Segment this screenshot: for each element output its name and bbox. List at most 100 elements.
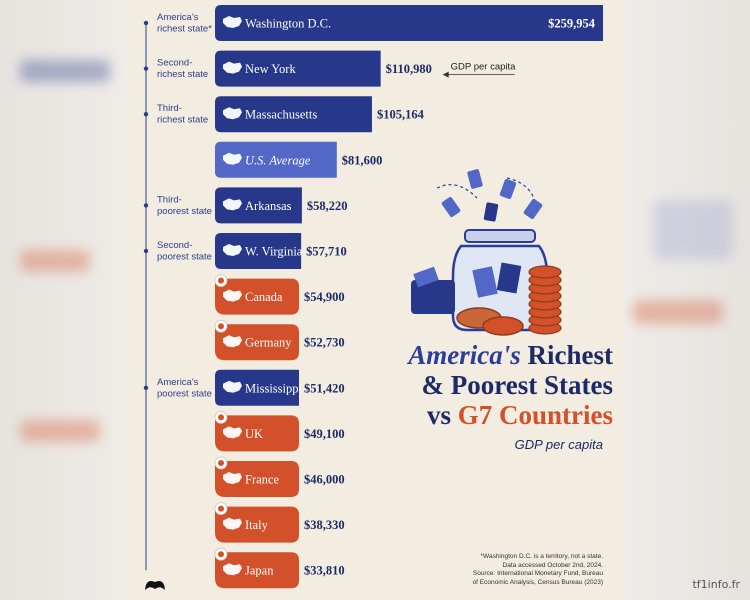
- bar-category-label: France: [245, 473, 279, 487]
- annotation-label: poorest state: [157, 206, 212, 217]
- watermark: tf1info.fr: [692, 578, 740, 591]
- ghost-bar: [20, 60, 110, 82]
- bar-row: Italy $38,330: [214, 502, 345, 543]
- map-silhouette-icon: [223, 61, 242, 74]
- bar-row: Arkansas $58,220: [215, 187, 348, 224]
- annotation-dot: [143, 112, 149, 117]
- blurred-background-right: [623, 0, 750, 600]
- annotation-label: America's: [157, 377, 199, 388]
- bar-category-label: U.S. Average: [245, 153, 311, 167]
- bar-category-label: Canada: [245, 290, 283, 304]
- bar-value-label: $49,100: [304, 427, 345, 441]
- blurred-background-left: [0, 0, 127, 600]
- title-part-2: Richest: [527, 340, 613, 370]
- bar-value-label: $38,330: [304, 518, 345, 532]
- annotation-label: Second-: [157, 58, 192, 69]
- map-silhouette-icon: [223, 152, 242, 165]
- bar-category-label: Arkansas: [245, 199, 292, 213]
- bar-value-label: $51,420: [304, 381, 345, 395]
- bar: [215, 278, 299, 315]
- map-silhouette-icon: [223, 289, 242, 302]
- annotation-dot: [143, 248, 149, 254]
- bar-chart: Washington D.C. $259,954 New York $110,980 M…: [143, 5, 603, 589]
- bar: [215, 233, 302, 269]
- flag-mark: [218, 323, 224, 330]
- bar-row: Massachusetts $105,164: [215, 96, 425, 133]
- annotation-label: America's: [157, 12, 199, 23]
- annotation-dot: [143, 203, 149, 208]
- bar: [215, 324, 299, 361]
- map-silhouette-icon: [223, 563, 242, 576]
- bar-value-label: $46,000: [304, 473, 345, 487]
- bar: [215, 506, 299, 543]
- footnote-line: Data accessed October 2nd, 2024.: [502, 561, 603, 569]
- title-part-5: G7 Countries: [457, 400, 613, 430]
- bar-category-label: Massachusetts: [245, 108, 317, 122]
- bar-category-label: Mississippi: [245, 381, 302, 395]
- annotation-label: Third-: [157, 103, 182, 114]
- title-part-3: & Poorest States: [421, 370, 613, 400]
- annotation-label: Second-: [157, 240, 192, 251]
- footnotes: *Washington D.C. is a territory, not a s…: [417, 553, 603, 587]
- bar-value-label: $57,710: [306, 245, 347, 259]
- bar: [215, 187, 302, 224]
- ghost-bar: [20, 420, 100, 442]
- flag-mark: [218, 551, 224, 558]
- map-silhouette-icon: [223, 380, 242, 393]
- annotation-label: poorest state: [157, 388, 212, 399]
- bar-row: Washington D.C. $259,954: [215, 5, 603, 41]
- map-silhouette-icon: [223, 244, 242, 256]
- flag-mark: [218, 277, 224, 284]
- bar: [215, 96, 372, 133]
- annotation-label: richest state: [157, 115, 208, 126]
- bar: [215, 552, 299, 589]
- title-part-1: America's: [408, 340, 521, 370]
- map-silhouette-icon: [223, 107, 242, 120]
- bar-value-label: $54,900: [304, 290, 345, 304]
- annotation-label: richest state*: [157, 24, 212, 35]
- bar-category-label: New York: [245, 62, 296, 76]
- map-silhouette-icon: [223, 335, 242, 348]
- annotation-label: poorest state: [157, 252, 212, 263]
- bar: [215, 461, 299, 497]
- chart-subtitle: GDP per capita: [514, 437, 603, 452]
- ghost-shape: [633, 300, 723, 324]
- callout-arrowhead: [442, 71, 449, 78]
- bar-category-label: Italy: [245, 518, 269, 532]
- ghost-bar: [20, 250, 90, 272]
- annotation-label: richest state: [157, 69, 208, 80]
- title-part-4: vs: [426, 400, 451, 430]
- bar: [215, 369, 299, 406]
- bar: [215, 50, 381, 87]
- jar-of-money-icon: [411, 169, 562, 336]
- bar-category-label: UK: [245, 427, 263, 441]
- bar-category-label: W. Virginia: [245, 245, 303, 259]
- footnote-line: *Washington D.C. is a territory, not a s…: [480, 553, 603, 560]
- logo-icon: [145, 581, 165, 590]
- infographic-poster: Washington D.C. $259,954 New York $110,980 M…: [127, 0, 623, 600]
- annotation-label: Third-: [157, 194, 182, 205]
- bar-row: Germany $52,730: [214, 319, 345, 361]
- flag-mark: [218, 414, 224, 421]
- bar: [215, 415, 299, 452]
- callout-label: GDP per capita: [451, 62, 516, 73]
- flag-mark: [218, 460, 224, 466]
- annotation-dot: [143, 385, 149, 390]
- annotation-dot: [143, 66, 149, 71]
- chart-title: America's Richest & Poorest States vs G7…: [367, 340, 613, 430]
- bar-category-label: Germany: [245, 336, 292, 350]
- bar-row: Japan $33,810: [214, 547, 345, 589]
- bar-value-label: $52,730: [304, 336, 345, 350]
- map-silhouette-icon: [223, 426, 242, 439]
- footnote-line: of Economic Analysis, Census Bureau (202…: [472, 578, 603, 586]
- map-silhouette-icon: [223, 472, 242, 484]
- bar-row: U.S. Average $81,600: [215, 141, 383, 178]
- bar: [215, 5, 603, 41]
- bar-row: Mississippi $51,420: [215, 369, 345, 406]
- bar-value-label: $105,164: [377, 108, 425, 122]
- bar-row: New York $110,980: [215, 50, 432, 87]
- bar-row: France $46,000: [214, 456, 345, 497]
- footnote-line: Source: International Monetary Fund, Bur…: [472, 570, 603, 577]
- bar-row: UK $49,100: [214, 410, 345, 452]
- bar-value-label: $81,600: [342, 153, 383, 167]
